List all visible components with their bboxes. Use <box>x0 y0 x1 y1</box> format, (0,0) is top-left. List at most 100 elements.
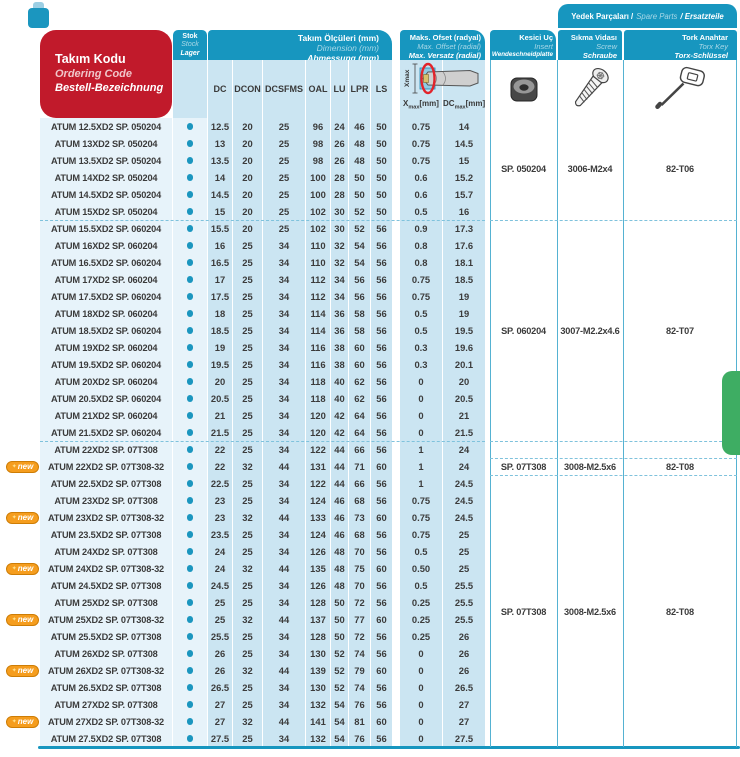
value-cell: 15 <box>458 155 470 166</box>
value-cell: 36 <box>334 325 345 336</box>
value-cell: 25 <box>242 393 253 404</box>
value-cell: 0 <box>418 410 424 421</box>
value-cell: 34 <box>278 733 290 744</box>
value-cell: 60 <box>354 359 365 370</box>
value-cell: 52 <box>354 223 365 234</box>
tool-code: ATUM 27XD2 SP. 07T308 <box>54 699 158 710</box>
stock-column-header: Stok Stock Lager <box>173 30 207 60</box>
value-cell: 44 <box>278 614 290 625</box>
value-cell: 74 <box>354 682 365 693</box>
value-cell: 25 <box>242 291 253 302</box>
value-cell: 44 <box>278 563 290 574</box>
value-cell: 52 <box>354 206 365 217</box>
col-label-dc: DC <box>213 84 227 94</box>
value-cell: 131 <box>310 461 326 472</box>
spare-torx-code: 82-T08 <box>666 462 694 472</box>
new-badge: ✦ new <box>6 715 39 728</box>
stock-dot <box>173 322 207 339</box>
stock-dot <box>173 152 207 169</box>
value-cell: 16.5 <box>210 257 230 268</box>
ordering-code-header: Takım Kodu Ordering Code Bestell-Bezeich… <box>40 30 172 118</box>
tool-code: ATUM 21XD2 SP. 060204 <box>54 410 158 421</box>
tool-code: ATUM 21.5XD2 SP. 060204 <box>50 427 162 438</box>
tool-code: ATUM 16.5XD2 SP. 060204 <box>50 257 162 268</box>
value-cell: 56 <box>376 325 387 336</box>
value-cell: 98 <box>312 138 324 149</box>
value-cell: 25 <box>458 529 470 540</box>
value-cell: 44 <box>278 716 290 727</box>
value-cell: 110 <box>310 240 326 251</box>
value-cell: 58 <box>354 308 365 319</box>
value-cell: 56 <box>376 682 387 693</box>
value-cell: 32 <box>334 257 345 268</box>
value-cell: 38 <box>334 359 345 370</box>
tool-code: ATUM 16XD2 SP. 060204 <box>54 240 158 251</box>
value-cell: 81 <box>354 716 365 727</box>
value-cell: 132 <box>310 699 326 710</box>
value-cell: 32 <box>242 716 253 727</box>
value-cell: 48 <box>354 138 365 149</box>
value-cell: 139 <box>310 665 326 676</box>
offset-column-header: Maks. Ofset (radyal) Max. Offset (radial… <box>400 30 485 60</box>
value-cell: 66 <box>354 444 365 455</box>
value-cell: 0.75 <box>411 529 431 540</box>
value-cell: 126 <box>310 546 326 557</box>
value-cell: 64 <box>354 410 365 421</box>
stock-dot <box>173 169 207 186</box>
value-cell: 21 <box>458 410 470 421</box>
value-cell: 20 <box>214 376 226 387</box>
value-cell: 34 <box>278 274 290 285</box>
value-cell: 75 <box>354 563 365 574</box>
value-cell: 19 <box>458 291 470 302</box>
torx-column-header: Tork Anahtar Torx Key Torx-Schlüssel <box>624 30 737 60</box>
col-label-lu: LU <box>333 84 346 94</box>
stock-dot <box>173 543 207 560</box>
stock-dot <box>173 186 207 203</box>
value-cell: 118 <box>310 393 326 404</box>
value-cell: 15.5 <box>210 223 230 234</box>
value-cell: 0 <box>418 682 424 693</box>
col-label-ls: LS <box>375 84 388 94</box>
value-cell: 130 <box>310 682 326 693</box>
table-bottom-rule <box>38 746 740 749</box>
value-cell: 32 <box>242 665 253 676</box>
tool-code: ATUM 14.5XD2 SP. 050204 <box>50 189 162 200</box>
column-rule <box>490 60 491 747</box>
value-cell: 52 <box>334 665 345 676</box>
tool-code: ATUM 24XD2 SP. 07T308-32 <box>47 563 165 574</box>
col-label-dcsfms: DCSFMS <box>265 84 303 94</box>
page-side-tab <box>722 371 740 455</box>
column-stripe <box>306 60 330 747</box>
value-cell: 0.5 <box>414 325 428 336</box>
value-cell: 56 <box>376 359 387 370</box>
value-cell: 68 <box>354 529 365 540</box>
value-cell: 0.75 <box>411 291 431 302</box>
value-cell: 50 <box>376 121 387 132</box>
value-cell: 20 <box>242 121 253 132</box>
value-cell: 48 <box>334 580 345 591</box>
value-cell: 126 <box>310 580 326 591</box>
spare-insert-code: SP. 060204 <box>501 326 546 336</box>
group-separator <box>40 441 485 442</box>
value-cell: 54 <box>334 733 345 744</box>
value-cell: 26 <box>214 648 226 659</box>
value-cell: 25 <box>458 563 470 574</box>
column-stripe <box>371 60 392 747</box>
value-cell: 25 <box>278 189 290 200</box>
clipboard-icon <box>28 8 49 28</box>
group-separator <box>40 220 485 221</box>
value-cell: 12.5 <box>210 121 230 132</box>
value-cell: 23.5 <box>210 529 230 540</box>
value-cell: 73 <box>354 512 365 523</box>
value-cell: 25 <box>242 274 253 285</box>
value-cell: 18.1 <box>454 257 474 268</box>
tool-code: ATUM 15XD2 SP. 050204 <box>54 206 158 217</box>
value-cell: 25 <box>242 427 253 438</box>
value-cell: 0 <box>418 699 424 710</box>
column-stripe <box>443 60 485 747</box>
value-cell: 44 <box>278 512 290 523</box>
value-cell: 132 <box>310 733 326 744</box>
value-cell: 17.6 <box>454 240 474 251</box>
stock-dot <box>173 611 207 628</box>
value-cell: 50 <box>376 189 387 200</box>
